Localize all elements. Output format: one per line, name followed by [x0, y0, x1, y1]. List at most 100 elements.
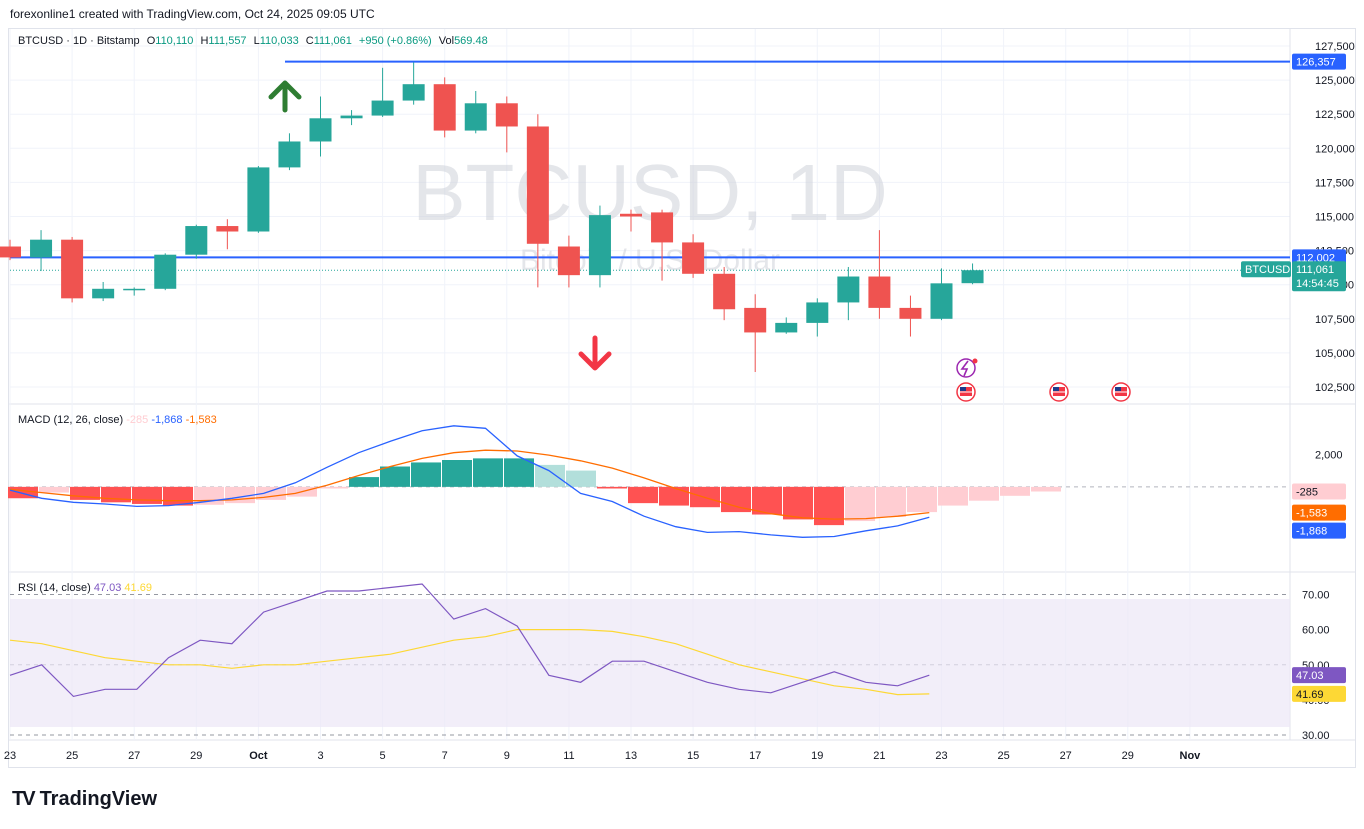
- macd-histogram-bar: [132, 486, 162, 504]
- macd-hist-badge-bg: [1292, 483, 1346, 500]
- macd-hist-badge: -285: [1296, 487, 1318, 499]
- candle-body: [713, 273, 736, 310]
- candle-body: [961, 270, 984, 284]
- rsi-tick-label: 60.00: [1302, 625, 1330, 637]
- macd-histogram-bar: [628, 486, 658, 504]
- rsi-tick-label: 70.00: [1302, 590, 1330, 602]
- symbol-title: BTCUSD · 1D · Bitstamp: [18, 35, 140, 47]
- macd-histogram-bar: [752, 486, 782, 515]
- attribution: forexonline1 created with TradingView.co…: [10, 7, 375, 21]
- macd-histogram-bar: [969, 486, 999, 501]
- low-value: 110,033: [259, 35, 299, 47]
- macd-histogram-bar: [8, 486, 38, 499]
- us-flag-event-icon[interactable]: [1049, 382, 1069, 402]
- time-tick-label: 25: [997, 750, 1009, 762]
- macd-histogram-bar: [845, 486, 875, 522]
- price-tick-label: 117,500: [1315, 177, 1354, 189]
- open-label: O: [146, 35, 156, 47]
- symbol-tag-badge: BTCUSD: [1245, 264, 1290, 276]
- high-label: H: [200, 35, 209, 47]
- macd-histogram-bar: [907, 486, 937, 513]
- macd-histogram-bar: [566, 470, 596, 487]
- upper-line-badge: 126,357: [1296, 57, 1336, 69]
- candle-body: [433, 84, 456, 131]
- arrow-up-icon[interactable]: [268, 80, 302, 113]
- time-tick-label: 25: [66, 750, 78, 762]
- tradingview-brand[interactable]: TV TradingView: [12, 788, 157, 811]
- time-tick-label: 27: [128, 750, 140, 762]
- candle-body: [371, 100, 394, 116]
- open-value: 110,110: [155, 35, 194, 47]
- arrow-down-icon[interactable]: [578, 335, 612, 371]
- candle-body: [837, 276, 860, 303]
- price-tick-label: 122,500: [1315, 109, 1355, 121]
- rsi-series: [9, 583, 930, 698]
- time-tick-label: 11: [563, 750, 574, 762]
- symbol-legend[interactable]: BTCUSD · 1D · Bitstamp O110,110 H111,557…: [18, 35, 492, 47]
- us-flag-event-icon[interactable]: [1111, 382, 1131, 402]
- horizontal-lines[interactable]: [10, 60, 1290, 271]
- last-price-badge: 111,061: [1296, 264, 1334, 276]
- change-value: +950 (+0.86%): [358, 35, 432, 47]
- time-tick-label: 17: [749, 750, 761, 762]
- macd-histogram-bar: [380, 466, 410, 487]
- price-badges: 126,357112,002111,06114:54:45BTCUSD-285-…: [1241, 53, 1346, 702]
- macd-legend[interactable]: MACD (12, 26, close) -285 -1,868 -1,583: [18, 414, 217, 426]
- rsi-label: RSI (14, close): [18, 582, 91, 594]
- upper-line-badge-bg: [1292, 53, 1346, 70]
- candles: [0, 62, 984, 372]
- macd-histogram-bar: [1000, 486, 1030, 496]
- candle-body: [185, 226, 208, 255]
- macd-histogram-bar: [597, 486, 627, 489]
- earnings-flash-icon[interactable]: [956, 358, 978, 378]
- macd-histogram-bar: [442, 460, 472, 487]
- macd-tick-label: 2,000: [1315, 449, 1343, 461]
- macd-histogram-bar: [535, 464, 565, 487]
- macd-histogram-bar: [256, 486, 286, 500]
- candle-body: [775, 322, 798, 333]
- rsi-line: [9, 583, 930, 698]
- macd-signal-badge: -1,583: [1296, 508, 1327, 520]
- price-tick-label: 107,500: [1315, 314, 1355, 326]
- macd-histogram-bar: [876, 486, 906, 517]
- us-flag-event-icon[interactable]: [956, 382, 976, 402]
- time-tick-label: 23: [4, 750, 16, 762]
- vol-value: 569.48: [454, 35, 488, 47]
- candle-body: [651, 212, 674, 243]
- price-tick-label: 127,500: [1315, 41, 1355, 53]
- macd-histogram-bar: [504, 458, 534, 487]
- macd-label: MACD (12, 26, close): [18, 414, 124, 426]
- time-tick-label: 13: [625, 750, 637, 762]
- candle-body: [495, 103, 518, 127]
- last-price-badge-bg: [1292, 261, 1346, 292]
- brand-name: TradingView: [39, 788, 158, 810]
- candle-body: [340, 115, 363, 119]
- macd-histogram-bar: [163, 486, 193, 506]
- rsi-legend[interactable]: RSI (14, close) 47.03 41.69: [18, 582, 152, 594]
- macd-histogram-bar: [318, 486, 348, 489]
- candle-body: [247, 167, 270, 232]
- macd-histogram-bar: [721, 486, 751, 513]
- time-tick-label: 23: [935, 750, 947, 762]
- candle-body: [402, 84, 425, 101]
- candle-body: [0, 246, 21, 258]
- time-tick-label: 3: [317, 750, 323, 762]
- rsi-badge-bg: [1292, 667, 1346, 684]
- price-tick-label: 125,000: [1315, 75, 1355, 87]
- macd-histogram-bar: [349, 477, 379, 487]
- macd-line: [9, 425, 930, 538]
- candle-body: [464, 103, 487, 131]
- time-tick-label: 21: [873, 750, 885, 762]
- watermark-main: BTCUSD, 1D: [412, 148, 888, 237]
- price-tick-label: 105,000: [1315, 348, 1355, 360]
- time-tick-label: 29: [1122, 750, 1134, 762]
- candle-body: [744, 307, 767, 333]
- candle-body: [61, 239, 84, 299]
- macd-histogram-bar: [783, 486, 813, 520]
- macd-histogram-bar: [411, 462, 441, 487]
- candle-body: [930, 283, 953, 319]
- candle-body: [154, 254, 177, 289]
- macd-histogram-bar: [1031, 486, 1061, 492]
- time-tick-label: 5: [380, 750, 386, 762]
